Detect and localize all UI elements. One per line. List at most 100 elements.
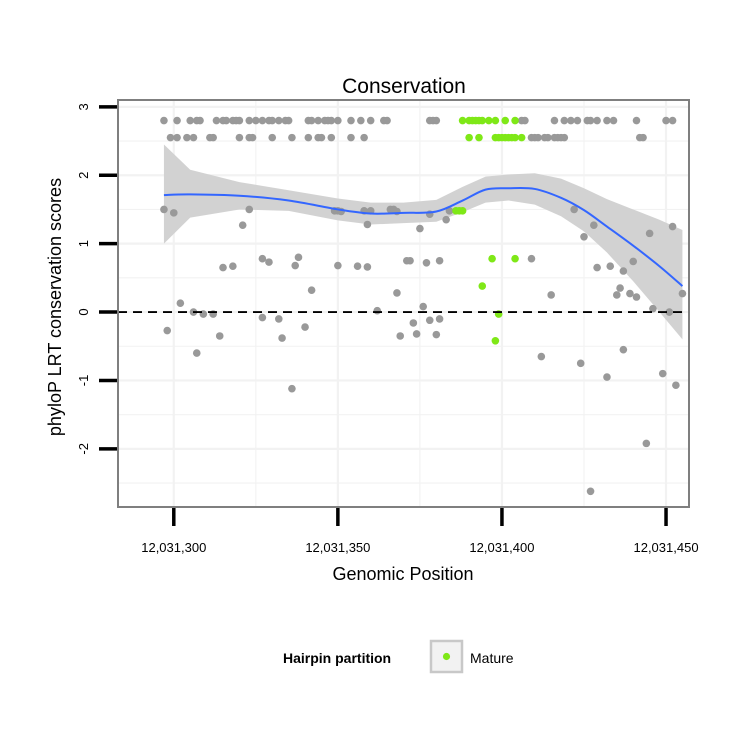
point-other (160, 205, 168, 214)
point-other (327, 133, 336, 142)
point-other (258, 116, 267, 125)
point-mature (501, 116, 510, 125)
y-tick-label: 2 (76, 172, 91, 179)
panel-border (117, 99, 690, 508)
point-other (435, 256, 444, 265)
plot-panel (118, 100, 689, 507)
point-other (396, 332, 405, 340)
point-other (192, 349, 201, 357)
point-other (590, 221, 598, 229)
confidence-band (163, 144, 683, 340)
legend-key-dot-mature (442, 652, 451, 661)
data-points-group (160, 116, 687, 496)
point-other (363, 263, 372, 271)
point-other (235, 133, 244, 142)
point-other (238, 221, 247, 229)
point-other (658, 369, 667, 378)
point-other (616, 284, 624, 292)
point-mature (511, 254, 519, 263)
point-other (291, 261, 300, 270)
point-other (186, 116, 194, 125)
point-other (176, 299, 185, 307)
point-mature (488, 254, 496, 263)
point-other (593, 116, 601, 125)
point-other (294, 253, 303, 262)
point-mature (517, 133, 526, 142)
point-other (334, 261, 342, 270)
point-other (169, 209, 178, 217)
point-other (668, 116, 677, 125)
point-mature (491, 116, 500, 125)
y-tick-label: 0 (76, 308, 91, 315)
point-other (252, 116, 260, 125)
point-other (183, 133, 191, 142)
point-other (521, 116, 529, 125)
point-other (534, 133, 542, 142)
point-other (288, 384, 296, 393)
point-other (163, 326, 172, 335)
x-axis: 12,031,300 12,031,350 12,031,400 12,031,450 (141, 508, 699, 555)
point-other (550, 116, 559, 125)
point-other (173, 116, 181, 125)
point-other (419, 302, 427, 311)
point-mature (485, 116, 493, 125)
point-other (258, 254, 267, 263)
legend: Hairpin partition Mature (283, 639, 514, 674)
point-mature (491, 336, 500, 345)
point-other (304, 133, 313, 142)
point-mature (458, 116, 467, 125)
point-other (274, 315, 283, 323)
point-other (235, 116, 244, 125)
point-mature (458, 207, 467, 215)
point-other (245, 116, 254, 125)
point-other (593, 263, 601, 272)
point-other (160, 116, 168, 125)
point-other (284, 116, 293, 125)
y-tick-label: 3 (76, 103, 91, 110)
point-other (196, 116, 204, 125)
x-tick-label: 12,031,450 (633, 540, 698, 555)
point-other (373, 306, 382, 315)
point-other (425, 316, 434, 325)
legend-entry-mature: Mature (470, 650, 514, 666)
legend-title: Hairpin partition (283, 650, 391, 666)
point-other (573, 116, 582, 125)
point-other (576, 359, 585, 368)
smooth-line (163, 186, 684, 287)
point-other (580, 233, 588, 241)
point-other (317, 133, 326, 142)
point-other (645, 229, 654, 238)
point-other (189, 133, 198, 142)
x-axis-label: Genomic Position (332, 564, 473, 584)
point-other (307, 116, 316, 125)
point-other (248, 133, 257, 142)
point-other (278, 334, 286, 342)
point-other (393, 289, 401, 297)
point-other (222, 116, 231, 125)
point-other (268, 133, 277, 142)
x-tick-label: 12,031,400 (469, 540, 534, 555)
point-other (537, 352, 546, 361)
point-other (586, 487, 595, 496)
point-other (570, 205, 578, 214)
point-other (567, 116, 575, 125)
x-tick-label: 12,031,350 (305, 540, 370, 555)
confidence-band-group (163, 144, 683, 340)
point-other (606, 262, 615, 271)
point-other (619, 345, 628, 354)
point-other (219, 263, 227, 272)
point-other (209, 133, 217, 142)
point-other (265, 258, 273, 266)
point-other (360, 133, 368, 142)
point-other (212, 116, 221, 125)
point-other (416, 224, 424, 233)
chart-title: Conservation (342, 75, 466, 98)
point-other (432, 116, 441, 125)
point-other (642, 439, 651, 448)
point-other (215, 332, 224, 340)
point-mature (478, 116, 487, 125)
point-other (366, 116, 375, 125)
point-other (632, 116, 641, 125)
smooth-line-group (163, 186, 684, 287)
